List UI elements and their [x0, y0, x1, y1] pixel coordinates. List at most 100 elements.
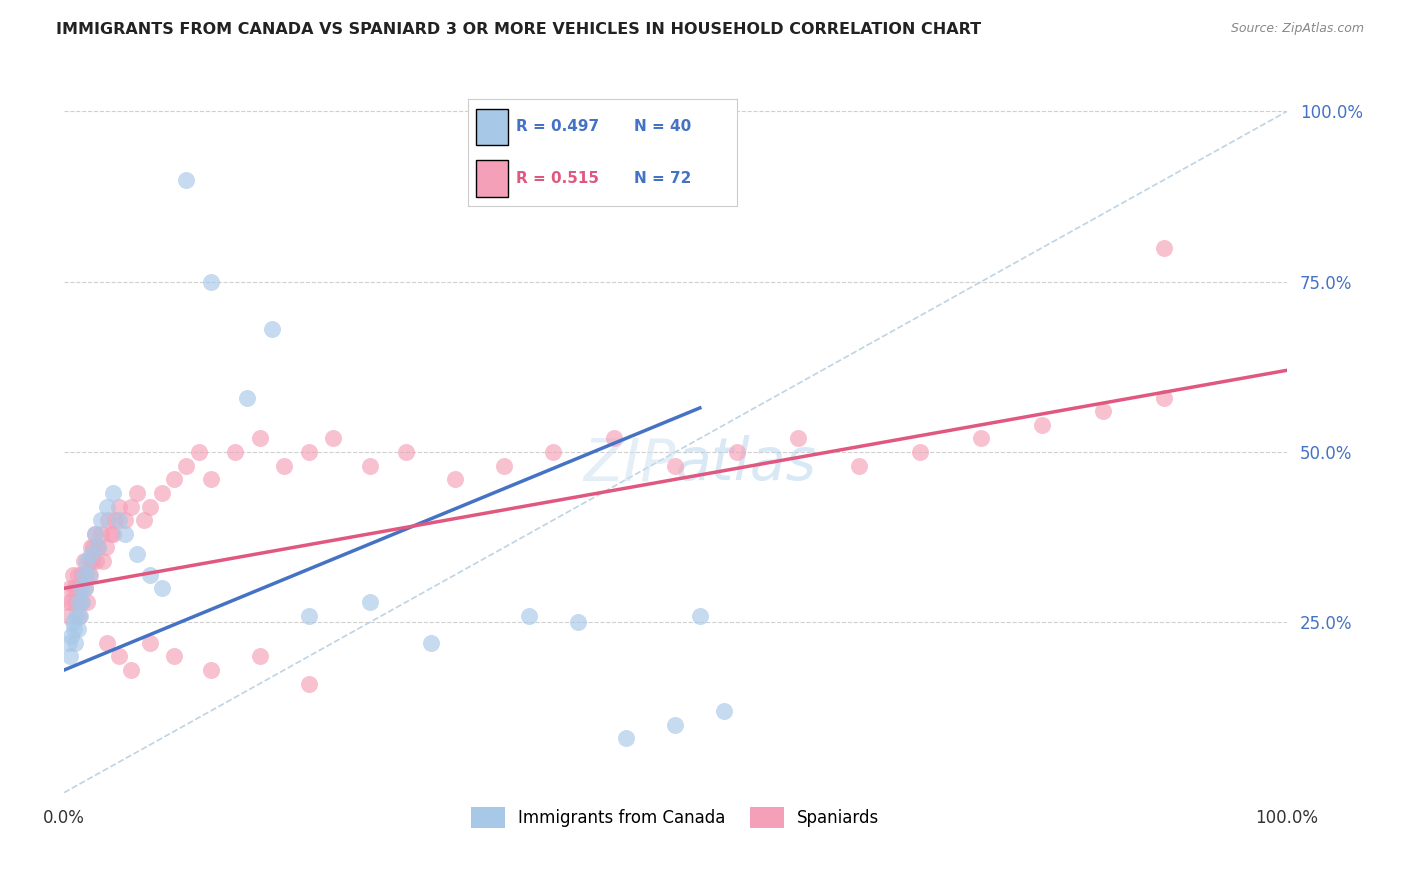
Point [62, 567, 84, 582]
Point [786, 432, 808, 446]
Point [848, 458, 870, 473]
Point [70, 595, 93, 609]
Point [100, 526, 122, 541]
Point [96, 636, 118, 650]
Point [94, 541, 117, 555]
Point [108, 500, 131, 514]
Point [84, 554, 107, 568]
Point [664, 717, 686, 731]
Point [77, 567, 100, 582]
Point [114, 526, 136, 541]
Point [138, 567, 160, 582]
Point [65, 582, 87, 596]
Point [66, 567, 89, 582]
Point [56, 595, 79, 609]
Point [79, 567, 101, 582]
Point [63, 595, 86, 609]
Point [176, 172, 198, 186]
Point [114, 513, 136, 527]
Point [163, 472, 186, 486]
Point [120, 500, 142, 514]
Point [87, 541, 110, 555]
Point [72, 595, 94, 609]
Point [725, 445, 748, 459]
Point [60, 595, 83, 609]
Point [72, 567, 94, 582]
Point [62, 615, 84, 630]
Point [297, 676, 319, 690]
Text: atlas: atlas [675, 435, 817, 492]
Point [138, 500, 160, 514]
Point [72, 567, 94, 582]
Point [541, 445, 564, 459]
Point [82, 554, 104, 568]
Point [97, 513, 120, 527]
Point [1092, 404, 1115, 418]
Point [101, 486, 124, 500]
Point [108, 513, 131, 527]
Point [67, 595, 90, 609]
Point [359, 458, 381, 473]
Point [200, 472, 222, 486]
Point [713, 704, 735, 718]
Point [260, 322, 283, 336]
Legend: Immigrants from Canada, Spaniards: Immigrants from Canada, Spaniards [465, 801, 886, 834]
Point [419, 636, 441, 650]
Point [150, 486, 173, 500]
Text: ZIP: ZIP [583, 435, 675, 492]
Point [90, 526, 112, 541]
Point [395, 445, 418, 459]
Point [65, 608, 87, 623]
Point [63, 636, 86, 650]
Point [73, 582, 96, 596]
Point [63, 582, 86, 596]
Point [200, 663, 222, 677]
Point [60, 629, 83, 643]
Point [80, 541, 103, 555]
Point [59, 649, 82, 664]
Point [359, 595, 381, 609]
Point [73, 582, 96, 596]
Point [150, 582, 173, 596]
Point [83, 526, 105, 541]
Point [67, 608, 90, 623]
Text: Source: ZipAtlas.com: Source: ZipAtlas.com [1230, 22, 1364, 36]
Point [101, 526, 124, 541]
Point [120, 663, 142, 677]
Point [176, 458, 198, 473]
Point [77, 554, 100, 568]
Point [200, 275, 222, 289]
Point [59, 582, 82, 596]
Point [444, 472, 467, 486]
Point [224, 445, 246, 459]
Point [249, 432, 271, 446]
Point [616, 731, 638, 746]
Point [494, 458, 516, 473]
Point [90, 513, 112, 527]
Point [82, 541, 104, 555]
Point [87, 541, 110, 555]
Point [1153, 391, 1175, 405]
Point [108, 649, 131, 664]
Point [970, 432, 993, 446]
Point [75, 567, 97, 582]
Point [567, 615, 589, 630]
Point [69, 582, 91, 596]
Point [1031, 417, 1053, 432]
Point [91, 554, 114, 568]
Point [1153, 241, 1175, 255]
Point [273, 458, 295, 473]
Point [72, 554, 94, 568]
Point [236, 391, 259, 405]
Point [58, 608, 80, 623]
Point [75, 554, 97, 568]
Point [187, 445, 209, 459]
Point [69, 608, 91, 623]
Point [104, 513, 127, 527]
Point [908, 445, 931, 459]
Point [70, 582, 93, 596]
Point [80, 547, 103, 561]
Point [163, 649, 186, 664]
Point [58, 636, 80, 650]
Point [132, 513, 155, 527]
